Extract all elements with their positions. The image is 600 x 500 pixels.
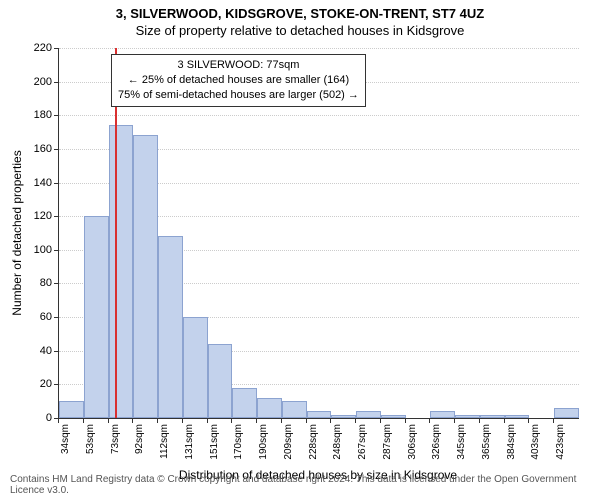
xtick-label: 228sqm [308, 424, 319, 474]
ytick-label: 60 [22, 311, 52, 323]
chart-area: 3 SILVERWOOD: 77sqm← 25% of detached hou… [58, 48, 578, 418]
histogram-bar [84, 216, 109, 418]
footer-attribution: Contains HM Land Registry data © Crown c… [10, 474, 600, 496]
xtick-mark [108, 418, 109, 423]
xtick-mark [132, 418, 133, 423]
chart-container: 3, SILVERWOOD, KIDSGROVE, STOKE-ON-TRENT… [0, 0, 600, 500]
xtick-mark [355, 418, 356, 423]
xtick-mark [330, 418, 331, 423]
ytick-label: 40 [22, 345, 52, 357]
y-axis-label: Number of detached properties [10, 150, 24, 315]
xtick-label: 365sqm [481, 424, 492, 474]
ytick-mark [54, 317, 59, 318]
xtick-mark [256, 418, 257, 423]
xtick-label: 209sqm [283, 424, 294, 474]
xtick-label: 326sqm [431, 424, 442, 474]
xtick-label: 403sqm [530, 424, 541, 474]
xtick-label: 34sqm [60, 424, 71, 474]
histogram-bar [307, 411, 332, 418]
xtick-mark [207, 418, 208, 423]
xtick-mark [83, 418, 84, 423]
xtick-mark [553, 418, 554, 423]
gridline [59, 115, 579, 116]
annot-line2: ← 25% of detached houses are smaller (16… [118, 73, 359, 88]
xtick-mark [405, 418, 406, 423]
histogram-bar [554, 408, 579, 418]
ytick-label: 220 [22, 42, 52, 54]
xtick-mark [281, 418, 282, 423]
histogram-bar [232, 388, 257, 418]
xtick-label: 267sqm [357, 424, 368, 474]
ytick-label: 0 [22, 412, 52, 424]
xtick-label: 170sqm [233, 424, 244, 474]
ytick-label: 120 [22, 210, 52, 222]
xtick-label: 287sqm [382, 424, 393, 474]
xtick-mark [306, 418, 307, 423]
ytick-label: 100 [22, 244, 52, 256]
title-address: 3, SILVERWOOD, KIDSGROVE, STOKE-ON-TRENT… [0, 0, 600, 21]
xtick-label: 248sqm [332, 424, 343, 474]
title-subtitle: Size of property relative to detached ho… [0, 21, 600, 38]
histogram-bar [257, 398, 282, 418]
histogram-bar [133, 135, 158, 418]
ytick-mark [54, 149, 59, 150]
histogram-bar [282, 401, 307, 418]
xtick-mark [429, 418, 430, 423]
gridline [59, 48, 579, 49]
xtick-label: 92sqm [134, 424, 145, 474]
ytick-label: 180 [22, 109, 52, 121]
ytick-mark [54, 115, 59, 116]
histogram-bar [59, 401, 84, 418]
xtick-label: 190sqm [258, 424, 269, 474]
xtick-label: 423sqm [555, 424, 566, 474]
xtick-mark [231, 418, 232, 423]
histogram-bar [455, 415, 480, 418]
xtick-mark [380, 418, 381, 423]
xtick-mark [182, 418, 183, 423]
xtick-label: 73sqm [110, 424, 121, 474]
ytick-label: 80 [22, 277, 52, 289]
histogram-bar [158, 236, 183, 418]
xtick-mark [528, 418, 529, 423]
histogram-bar [331, 415, 356, 418]
xtick-label: 53sqm [85, 424, 96, 474]
ytick-mark [54, 384, 59, 385]
xtick-label: 131sqm [184, 424, 195, 474]
histogram-bar [381, 415, 406, 418]
xtick-mark [479, 418, 480, 423]
ytick-label: 160 [22, 143, 52, 155]
xtick-label: 384sqm [506, 424, 517, 474]
histogram-bar [430, 411, 455, 418]
plot-region: 3 SILVERWOOD: 77sqm← 25% of detached hou… [58, 48, 579, 419]
xtick-mark [454, 418, 455, 423]
ytick-label: 200 [22, 76, 52, 88]
histogram-bar [505, 415, 530, 418]
histogram-bar [480, 415, 505, 418]
xtick-label: 151sqm [209, 424, 220, 474]
ytick-mark [54, 216, 59, 217]
annot-line1: 3 SILVERWOOD: 77sqm [118, 58, 359, 73]
xtick-mark [58, 418, 59, 423]
ytick-mark [54, 250, 59, 251]
xtick-mark [157, 418, 158, 423]
xtick-label: 306sqm [407, 424, 418, 474]
histogram-bar [208, 344, 233, 418]
ytick-mark [54, 48, 59, 49]
ytick-mark [54, 351, 59, 352]
annotation-box: 3 SILVERWOOD: 77sqm← 25% of detached hou… [111, 54, 366, 107]
annot-line3: 75% of semi-detached houses are larger (… [118, 88, 359, 103]
xtick-label: 112sqm [159, 424, 170, 474]
histogram-bar [183, 317, 208, 418]
ytick-mark [54, 82, 59, 83]
ytick-mark [54, 283, 59, 284]
ytick-mark [54, 183, 59, 184]
xtick-label: 345sqm [456, 424, 467, 474]
ytick-label: 20 [22, 378, 52, 390]
histogram-bar [356, 411, 381, 418]
xtick-mark [504, 418, 505, 423]
ytick-label: 140 [22, 177, 52, 189]
histogram-bar [109, 125, 134, 418]
